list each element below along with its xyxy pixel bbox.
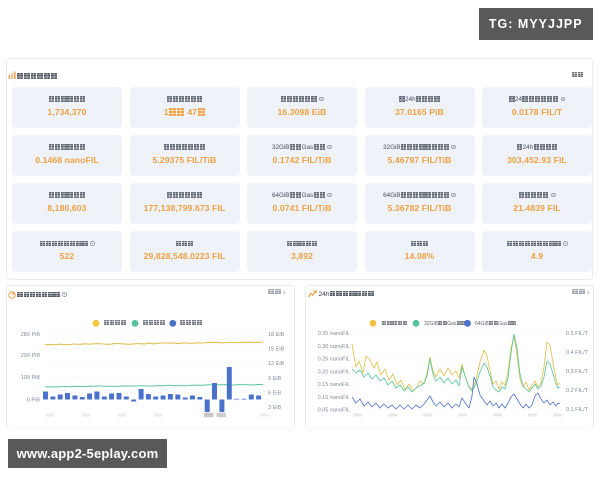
svg-text:0.5 FIL/T: 0.5 FIL/T (566, 331, 589, 337)
svg-text:0.20 nanoFIL: 0.20 nanoFIL (318, 369, 350, 375)
svg-text:0.10 nanoFIL: 0.10 nanoFIL (318, 395, 350, 401)
svg-text:0.30 nanoFIL: 0.30 nanoFIL (318, 344, 350, 350)
svg-text:0.25 nanoFIL: 0.25 nanoFIL (318, 357, 350, 363)
svg-text:9 EiB: 9 EiB (268, 376, 281, 382)
svg-text:15 EiB: 15 EiB (268, 347, 285, 353)
svg-text:18 EiB: 18 EiB (268, 332, 285, 338)
svg-text:0.35 nanoFIL: 0.35 nanoFIL (318, 331, 350, 337)
svg-text:0.05 nanoFIL: 0.05 nanoFIL (318, 408, 350, 414)
svg-text:12 EiB: 12 EiB (268, 361, 285, 367)
svg-text:0.2 FIL/T: 0.2 FIL/T (566, 388, 589, 394)
svg-text:0.1 FIL/T: 0.1 FIL/T (566, 407, 589, 413)
svg-text:0.3 FIL/T: 0.3 FIL/T (566, 369, 589, 375)
svg-text:0.4 FIL/T: 0.4 FIL/T (566, 350, 589, 356)
svg-text:0 PiB: 0 PiB (27, 398, 40, 404)
svg-text:6 EiB: 6 EiB (268, 390, 281, 396)
svg-text:280 PiB: 280 PiB (21, 332, 41, 338)
svg-text:0.15 nanoFIL: 0.15 nanoFIL (318, 382, 350, 388)
svg-text:100 PiB: 100 PiB (21, 375, 41, 381)
svg-text:3 EiB: 3 EiB (268, 405, 281, 411)
svg-text:200 PiB: 200 PiB (21, 353, 41, 359)
